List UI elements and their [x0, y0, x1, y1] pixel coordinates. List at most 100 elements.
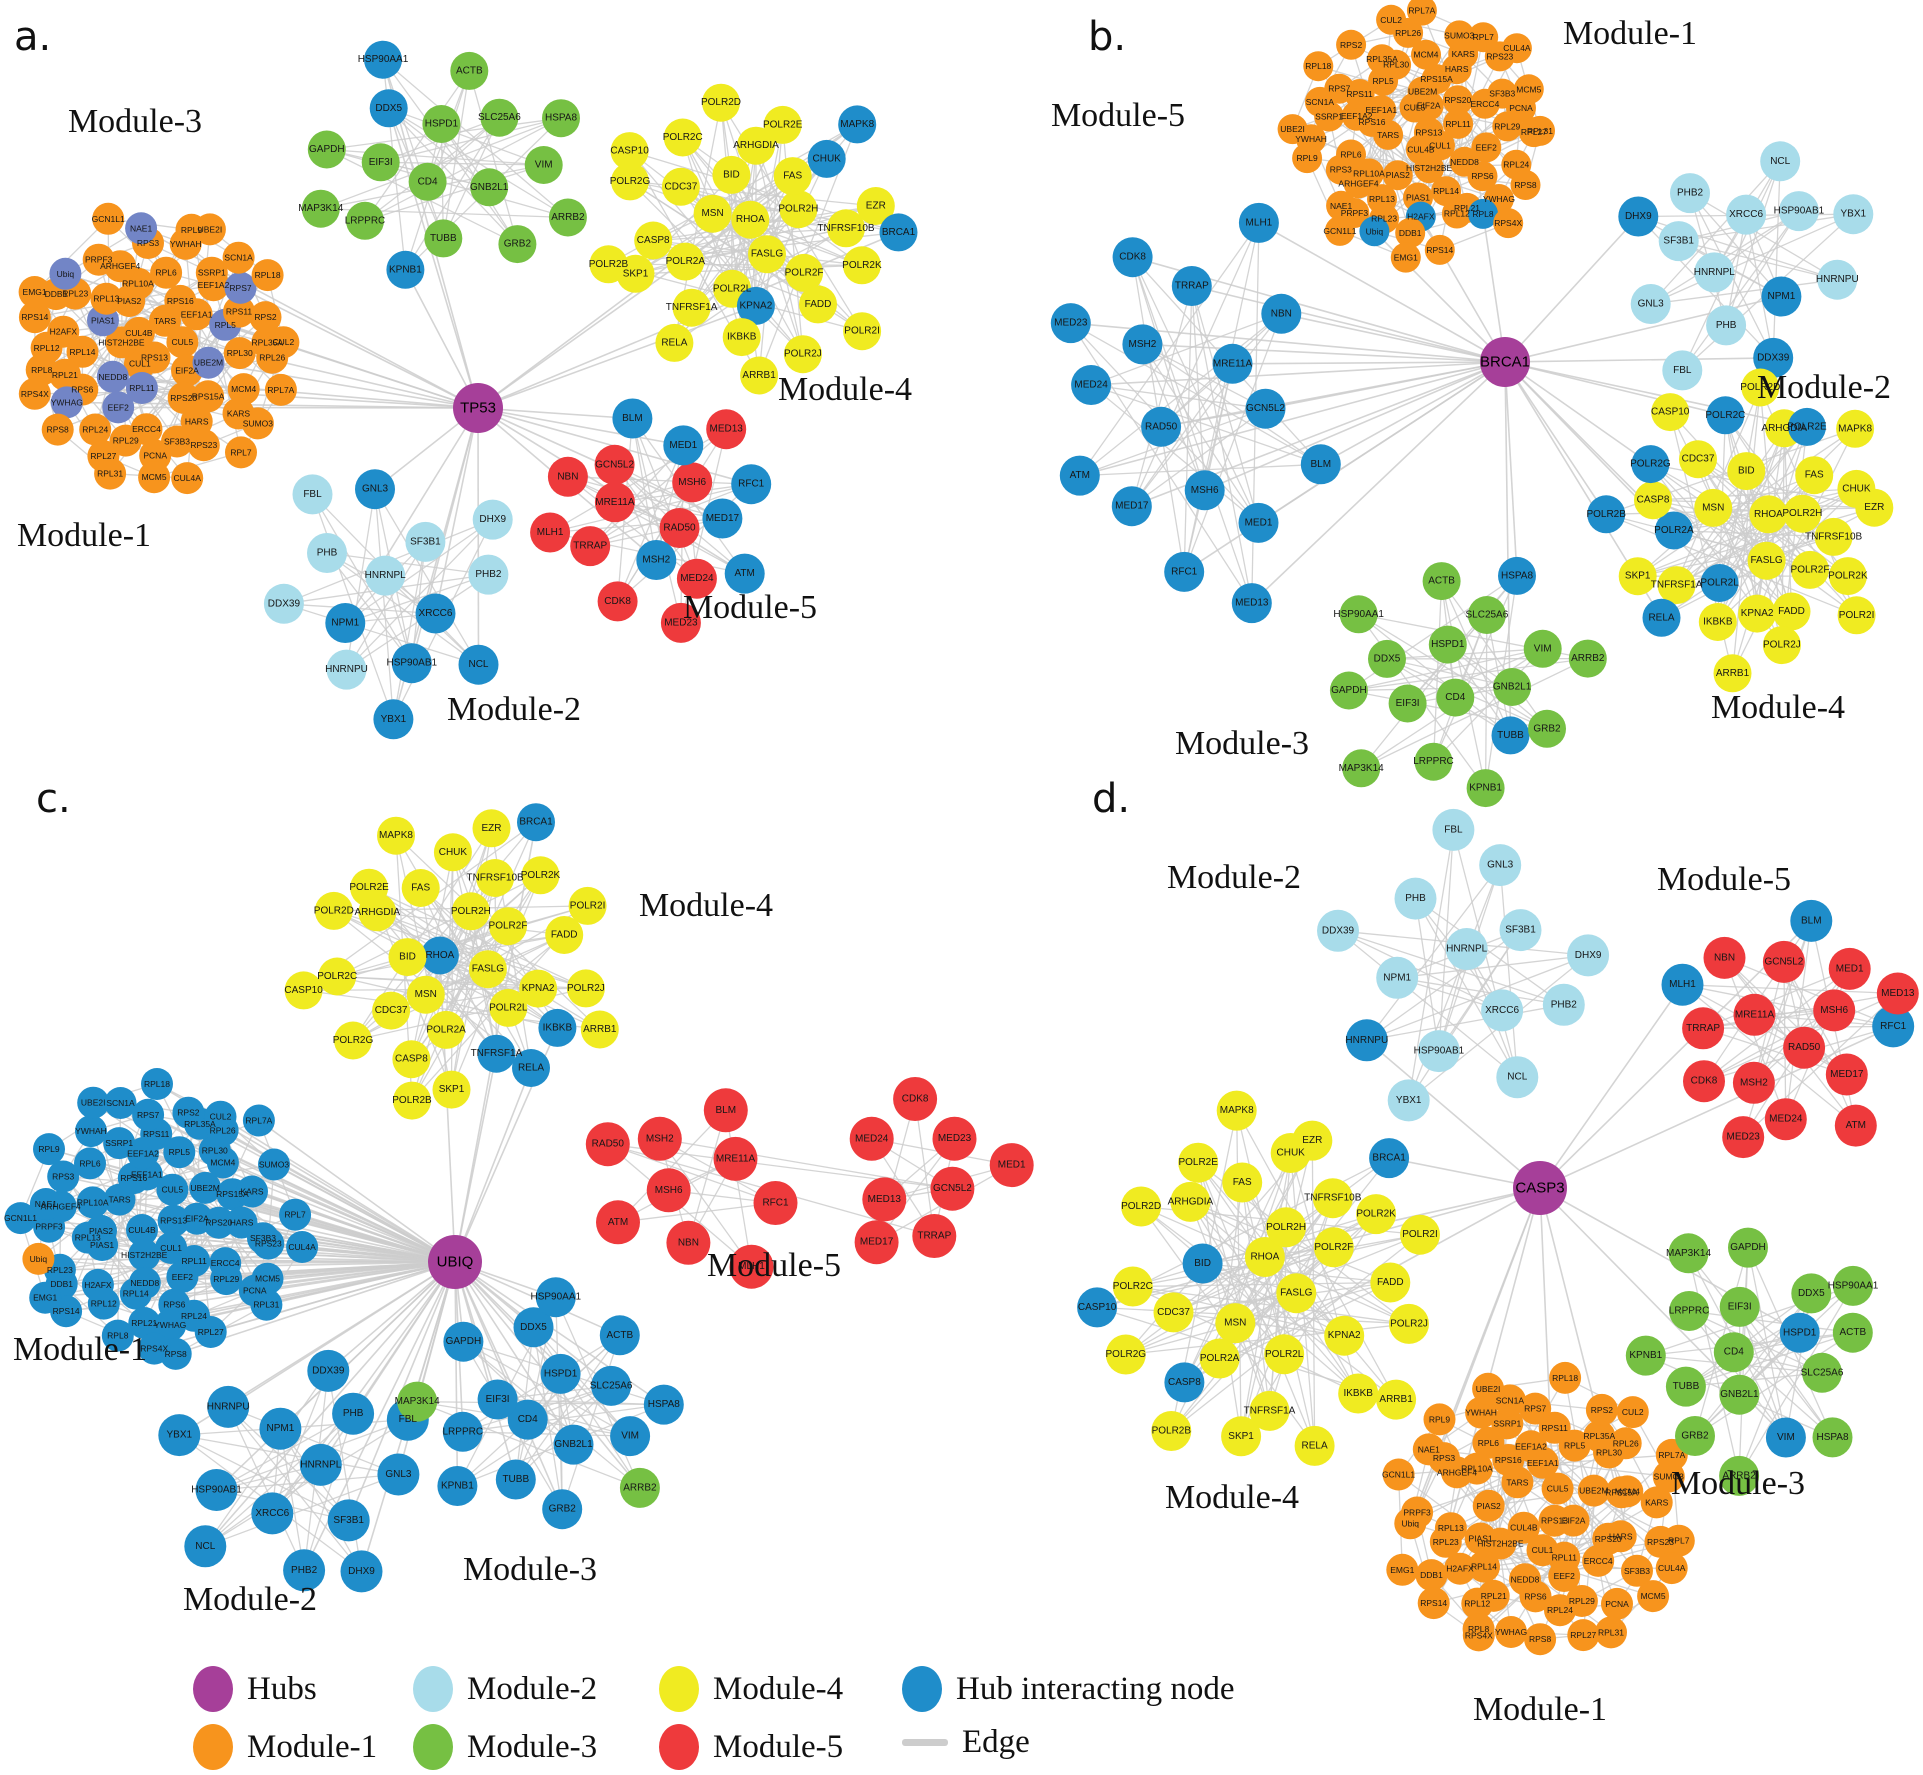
node-HNRNPL[interactable] [1694, 252, 1735, 293]
node-POLR2L[interactable] [1264, 1334, 1305, 1375]
node-TUBB[interactable] [1665, 1366, 1706, 1407]
node-MED1[interactable] [989, 1143, 1034, 1188]
node-HSPD1[interactable] [540, 1353, 581, 1394]
node-MAPK8[interactable] [838, 105, 877, 144]
node-PIAS2[interactable] [1382, 160, 1413, 191]
node-PRPF3[interactable] [82, 243, 115, 276]
node-MLH1[interactable] [729, 1244, 774, 1289]
node-CUL2[interactable] [267, 326, 300, 359]
node-RPL31[interactable] [94, 457, 127, 490]
node-CDC37[interactable] [661, 167, 700, 206]
node-EZR[interactable] [856, 187, 895, 225]
node-TUBB[interactable] [495, 1459, 536, 1500]
node-HSP90AB1[interactable] [195, 1469, 238, 1511]
node-FADD[interactable] [799, 285, 837, 324]
node-ATM[interactable] [596, 1200, 640, 1245]
node-NAE1[interactable] [1412, 1433, 1445, 1466]
node-VIM[interactable] [610, 1416, 651, 1457]
node-POLR2C[interactable] [1706, 396, 1745, 435]
node-RPL24[interactable] [1544, 1594, 1576, 1627]
node-MED23[interactable] [932, 1116, 977, 1161]
node-RPL8[interactable] [25, 353, 58, 386]
node-MSH6[interactable] [646, 1168, 691, 1213]
node-KPNB1[interactable] [437, 1466, 478, 1506]
node-GCN1L1[interactable] [4, 1202, 37, 1235]
node-POLR2C[interactable] [318, 957, 357, 996]
node-RPS4X[interactable] [18, 377, 51, 410]
node-GRB2[interactable] [542, 1489, 583, 1530]
node-DDX5[interactable] [369, 89, 408, 128]
node-RHOA[interactable] [1244, 1237, 1285, 1277]
node-KPNA2[interactable] [1738, 594, 1777, 633]
node-EEF2[interactable] [102, 391, 135, 424]
node-MED13[interactable] [862, 1177, 907, 1222]
node-HSP90AA1[interactable] [1833, 1265, 1873, 1306]
node-RPS16[interactable] [117, 1162, 150, 1195]
node-RPL13[interactable] [90, 282, 123, 315]
node-EMG1[interactable] [29, 1281, 62, 1314]
node-HSPA8[interactable] [1498, 556, 1536, 595]
node-POLR2F[interactable] [785, 253, 824, 292]
node-MCM5[interactable] [251, 1262, 284, 1295]
node-EZR[interactable] [1292, 1120, 1333, 1161]
node-TNFRSF1A[interactable] [1249, 1390, 1290, 1431]
node-VIM[interactable] [1765, 1417, 1806, 1458]
node-GRB2[interactable] [498, 225, 537, 264]
node-RPS7[interactable] [224, 271, 257, 304]
node-RHOA[interactable] [731, 200, 770, 239]
node-RPS3[interactable] [1325, 154, 1356, 185]
node-RFC1[interactable] [1164, 551, 1205, 592]
node-GCN5L2[interactable] [1245, 388, 1286, 429]
node-EIF3I[interactable] [1719, 1286, 1760, 1327]
node-TUBB[interactable] [1491, 716, 1530, 755]
node-POLR2K[interactable] [1828, 557, 1867, 596]
node-ACTB[interactable] [1832, 1312, 1873, 1353]
node-CUL4B[interactable] [126, 1214, 158, 1246]
node-POLR2I[interactable] [843, 312, 882, 351]
node-YWHAG[interactable] [50, 386, 83, 419]
node-RPS20[interactable] [1442, 85, 1473, 116]
node-RELA[interactable] [1294, 1425, 1335, 1466]
node-MRE11A[interactable] [1733, 993, 1776, 1036]
node-EIF2A[interactable] [1557, 1504, 1590, 1537]
node-DDB1[interactable] [1395, 217, 1426, 248]
node-UBE2M[interactable] [189, 1171, 222, 1204]
node-RPS2[interactable] [1336, 29, 1367, 60]
node-POLR2B[interactable] [393, 1081, 431, 1120]
node-RPL18[interactable] [251, 259, 284, 292]
node-RPS7[interactable] [132, 1098, 165, 1131]
node-RPL12[interactable] [87, 1287, 120, 1320]
node-MCM4[interactable] [227, 373, 260, 406]
node-POLR2L[interactable] [489, 988, 528, 1027]
node-GCN1L1[interactable] [92, 202, 125, 235]
node-RPS4X[interactable] [138, 1332, 171, 1365]
node-KPNA2[interactable] [736, 286, 775, 325]
node-NCL[interactable] [1496, 1056, 1539, 1099]
node-Ubiq[interactable] [22, 1242, 55, 1275]
node-UBE2I[interactable] [193, 213, 226, 246]
node-DDX5[interactable] [1368, 639, 1406, 678]
node-RAD50[interactable] [585, 1122, 630, 1167]
node-RFC1[interactable] [731, 464, 772, 505]
node-EIF3I[interactable] [1388, 684, 1427, 723]
node-RPS11[interactable] [1538, 1411, 1571, 1444]
node-MAP3K14[interactable] [1342, 749, 1381, 788]
node-RAD50[interactable] [1141, 406, 1182, 447]
node-RPS11[interactable] [223, 295, 255, 328]
node-RPL24[interactable] [79, 413, 112, 446]
node-FAS[interactable] [1222, 1162, 1263, 1203]
node-IKBKB[interactable] [1698, 603, 1737, 641]
node-CDC37[interactable] [1679, 440, 1717, 479]
node-RPS23[interactable] [252, 1227, 285, 1260]
node-DHX9[interactable] [1567, 934, 1610, 977]
node-RAD50[interactable] [1783, 1026, 1826, 1069]
node-ARRB2[interactable] [619, 1467, 660, 1508]
node-HSPA8[interactable] [1812, 1417, 1853, 1458]
node-EEF1A2[interactable] [1341, 100, 1372, 131]
node-RPL7A[interactable] [1406, 0, 1437, 26]
node-POLR2G[interactable] [1631, 445, 1670, 484]
node-BID[interactable] [1182, 1243, 1223, 1284]
node-GCN1L1[interactable] [1324, 215, 1355, 246]
node-KPNB1[interactable] [386, 250, 425, 289]
node-POLR2C[interactable] [1112, 1266, 1153, 1307]
